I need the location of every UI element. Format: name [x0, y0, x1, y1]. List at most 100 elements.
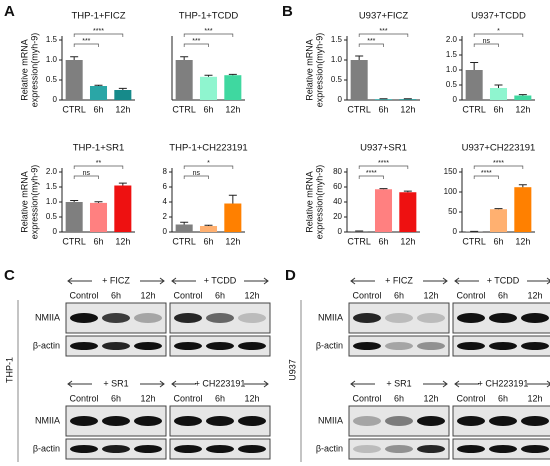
blot-row-label: β-actin: [316, 443, 343, 453]
blot-band: [521, 313, 549, 323]
lane-label: 12h: [423, 393, 438, 403]
blot-row-label: NMIIA: [318, 312, 343, 322]
blot-band: [457, 313, 485, 323]
blot-band: [385, 416, 413, 426]
error-bar: [494, 208, 503, 210]
blot-band: [174, 416, 202, 426]
blot-row-label: NMIIA: [35, 415, 60, 425]
y-axis-label: expression(myh-9): [314, 165, 324, 240]
error-bar: [70, 200, 79, 202]
blot-band: [417, 313, 445, 323]
bar: [465, 70, 483, 100]
lane-label: Control: [69, 393, 98, 403]
x-tick-label: CTRL: [172, 104, 196, 114]
blot-band: [385, 342, 413, 350]
y-tick-label: 1.5: [46, 35, 58, 44]
treatment-label: + CH223191: [195, 378, 246, 388]
arrow-bg: [196, 275, 244, 287]
blot-box: [348, 438, 450, 460]
arrow-bg: [479, 378, 527, 390]
blot-band: [174, 342, 202, 350]
significance-bracket: [183, 175, 209, 179]
cell-line-label: U937: [287, 359, 297, 381]
y-axis-label: expression(myh-9): [29, 165, 39, 240]
significance-label: ****: [366, 170, 377, 177]
arrow-bg: [375, 275, 423, 287]
error-bar: [228, 194, 237, 204]
chart-title: U937+SR1: [360, 143, 407, 154]
error-bar: [379, 188, 388, 190]
treatment-label: + CH223191: [478, 378, 529, 388]
blot-band: [385, 313, 413, 323]
lane-label: 6h: [215, 290, 225, 300]
error-bar: [94, 201, 103, 203]
significance-label: ***: [204, 28, 212, 35]
treatment-label: + TCDD: [204, 275, 237, 285]
significance-label: ****: [493, 160, 504, 167]
y-tick-label: 0: [163, 227, 168, 236]
bar: [114, 90, 132, 100]
error-bar: [204, 74, 213, 77]
y-tick-label: 0.5: [46, 75, 58, 84]
chart-title: U937+CH223191: [462, 143, 536, 154]
blot-band: [417, 445, 445, 453]
blot-band: [238, 342, 266, 350]
y-tick-label: 0.5: [46, 212, 58, 221]
blot-band: [417, 342, 445, 350]
x-tick-label: 12h: [400, 104, 415, 114]
y-tick-label: 150: [444, 167, 458, 176]
x-tick-label: 6h: [93, 104, 103, 114]
y-axis-label: Relative mRNA: [304, 171, 314, 233]
error-bar: [403, 190, 412, 193]
bar: [489, 88, 508, 100]
y-axis-label: Relative mRNA: [19, 171, 29, 233]
y-tick-label: 1.5: [331, 35, 343, 44]
blot-band: [238, 445, 266, 453]
bar: [89, 202, 108, 232]
blot-band: [489, 416, 517, 426]
blot-band: [489, 445, 517, 453]
y-tick-label: 2.0: [46, 167, 58, 176]
significance-label: ns: [483, 38, 491, 45]
blot-band: [174, 313, 202, 323]
blot-band: [102, 342, 130, 350]
y-tick-label: 1.5: [446, 50, 458, 59]
error-bar: [94, 84, 103, 86]
bar: [114, 185, 132, 232]
lane-label: 12h: [527, 393, 542, 403]
bar: [399, 99, 417, 100]
y-tick-label: 2.0: [446, 35, 458, 44]
blot-band: [353, 445, 381, 453]
x-tick-label: 12h: [400, 236, 415, 246]
significance-bracket: [358, 43, 384, 47]
bar: [374, 189, 393, 232]
y-tick-label: 0: [53, 95, 58, 104]
y-tick-label: 0: [453, 95, 458, 104]
x-tick-label: 6h: [378, 236, 388, 246]
blot-band: [238, 313, 266, 323]
x-tick-label: 6h: [203, 236, 213, 246]
blot-band: [457, 416, 485, 426]
x-tick-label: 12h: [225, 236, 240, 246]
bar: [199, 76, 218, 100]
error-bar: [180, 56, 189, 60]
y-tick-label: 1.0: [46, 55, 58, 64]
significance-bracket: [473, 175, 499, 179]
bar: [350, 60, 368, 100]
significance-bracket: [183, 33, 234, 37]
y-tick-label: 0: [453, 227, 458, 236]
bar: [199, 226, 218, 232]
blot-row-label: NMIIA: [35, 312, 60, 322]
y-tick-label: 0.5: [331, 75, 343, 84]
y-axis-label: Relative mRNA: [19, 39, 29, 101]
bar: [224, 203, 242, 232]
lane-label: 12h: [244, 393, 259, 403]
lane-label: 6h: [215, 393, 225, 403]
bar: [399, 192, 417, 232]
lane-label: 12h: [423, 290, 438, 300]
y-tick-label: 1.5: [46, 182, 58, 191]
blot-band: [521, 342, 549, 350]
y-axis-label: expression(myh-9): [314, 33, 324, 108]
chart-title: U937+TCDD: [471, 11, 526, 22]
x-tick-label: 6h: [203, 104, 213, 114]
